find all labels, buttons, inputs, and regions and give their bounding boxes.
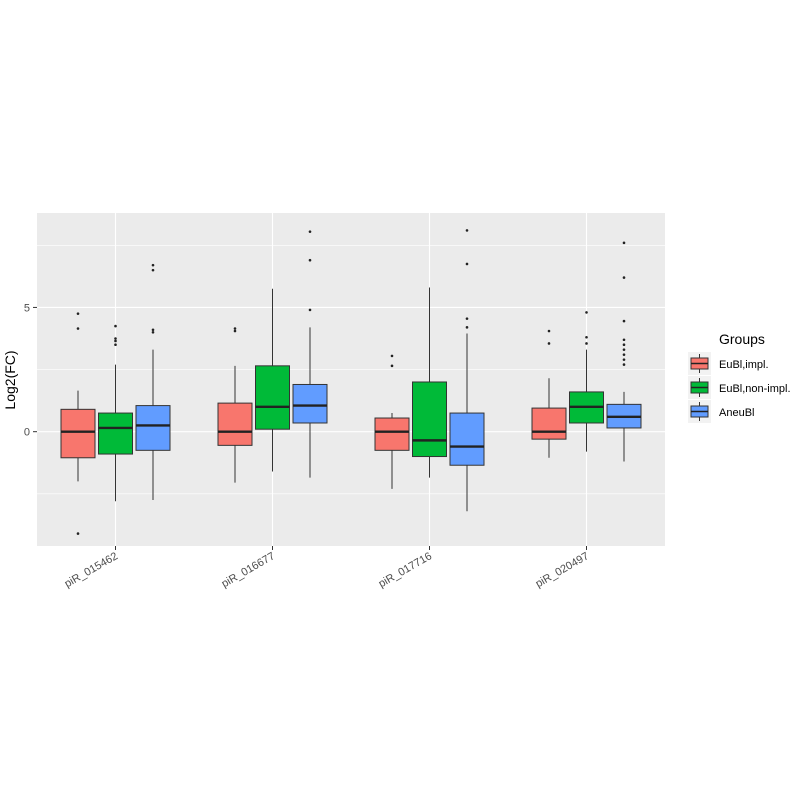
iqr-box <box>374 417 410 451</box>
outlier-point <box>114 337 117 340</box>
outlier-point <box>622 353 626 356</box>
box-piR_020497-EuBl,impl. <box>531 329 567 458</box>
box-piR_017716-EuBl,impl. <box>374 354 410 489</box>
legend-item-EuBl,impl.: EuBl,impl. <box>688 352 769 375</box>
outlier-point <box>622 363 626 366</box>
outlier-point <box>465 317 469 320</box>
y-axis-title: Log2(FC) <box>2 350 18 409</box>
outlier-point <box>233 329 237 333</box>
box-piR_020497-EuBl,non-impl. <box>569 311 604 452</box>
outlier-point <box>622 343 626 347</box>
outlier-point <box>465 229 469 232</box>
outlier-point <box>114 339 117 343</box>
box-piR_016677-EuBl,impl. <box>217 327 253 483</box>
legend: Groups EuBl,impl. EuBl,non-impl. AneuBl <box>688 331 791 423</box>
box-piR_016677-AneuBl <box>292 230 328 478</box>
outlier-point <box>151 263 155 267</box>
outlier-point <box>622 276 626 279</box>
plot-panel <box>37 213 665 546</box>
outlier-point <box>622 338 626 342</box>
outlier-point <box>390 364 394 368</box>
iqr-box <box>255 365 290 430</box>
outlier-point <box>76 532 80 535</box>
y-tick-label: 0 <box>24 427 30 439</box>
outlier-point <box>76 312 80 315</box>
x-tick-label: piR_015462 <box>63 550 120 590</box>
legend-title: Groups <box>719 331 765 347</box>
outlier-point <box>151 328 155 332</box>
outlier-point <box>114 324 117 328</box>
legend-keys: EuBl,impl. EuBl,non-impl. AneuBl <box>688 352 791 423</box>
outlier-point <box>585 311 588 314</box>
iqr-box <box>98 412 133 455</box>
box-piR_015462-EuBl,non-impl. <box>98 324 133 502</box>
outlier-point <box>151 330 155 334</box>
outlier-point <box>114 343 117 347</box>
outlier-point <box>390 354 394 358</box>
outlier-point <box>622 358 626 361</box>
outlier-point <box>308 230 312 233</box>
outlier-point <box>585 335 588 339</box>
outlier-point <box>547 329 551 333</box>
legend-label: EuBl,impl. <box>719 359 769 371</box>
x-tick-label: piR_017716 <box>377 550 434 590</box>
outlier-point <box>622 319 626 323</box>
box-piR_020497-AneuBl <box>606 241 642 462</box>
outlier-point <box>151 268 155 272</box>
iqr-box <box>449 412 485 466</box>
outlier-point <box>547 342 551 345</box>
box-piR_017716-AneuBl <box>449 229 485 512</box>
box-layer <box>60 229 642 535</box>
outlier-point <box>233 327 237 330</box>
x-tick-label: piR_016677 <box>220 550 277 590</box>
outlier-point <box>76 327 80 330</box>
outlier-point <box>465 326 469 329</box>
iqr-box <box>531 407 567 440</box>
iqr-box <box>412 381 447 458</box>
legend-item-EuBl,non-impl.: EuBl,non-impl. <box>688 376 791 399</box>
outlier-point <box>308 258 312 262</box>
outlier-point <box>308 308 312 312</box>
iqr-box <box>135 405 171 451</box>
box-piR_016677-EuBl,non-impl. <box>255 288 290 472</box>
outlier-point <box>585 342 588 345</box>
legend-label: EuBl,non-impl. <box>719 383 791 395</box>
box-piR_015462-EuBl,impl. <box>60 312 96 535</box>
iqr-box <box>60 408 96 459</box>
box-piR_015462-AneuBl <box>135 263 171 501</box>
outlier-point <box>622 241 626 245</box>
iqr-box <box>292 383 328 424</box>
box-piR_017716-EuBl,non-impl. <box>412 287 447 478</box>
legend-label: AneuBl <box>719 407 754 419</box>
outlier-point <box>465 262 469 266</box>
legend-item-AneuBl: AneuBl <box>688 400 754 423</box>
outlier-point <box>622 348 626 351</box>
x-tick-label: piR_020497 <box>534 550 591 590</box>
iqr-box <box>217 402 253 446</box>
y-tick-label: 5 <box>24 302 30 314</box>
